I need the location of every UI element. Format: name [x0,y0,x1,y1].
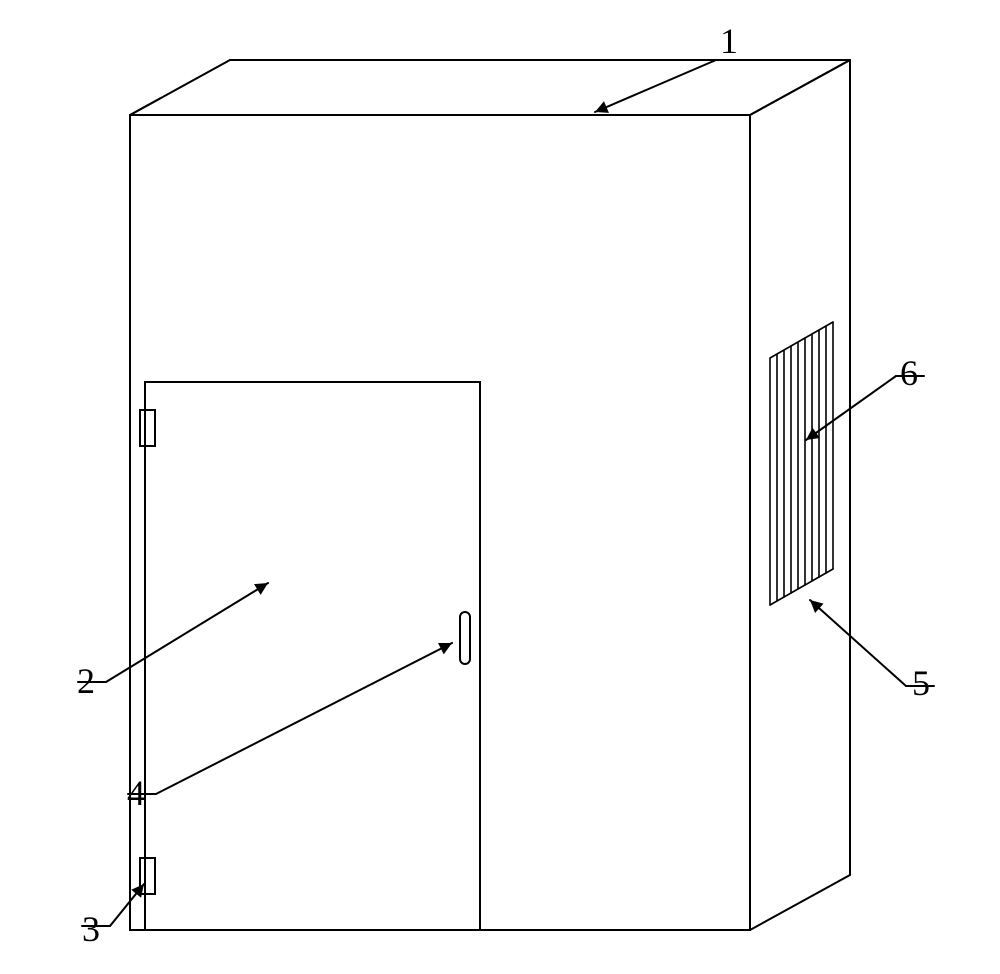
hinge-top [140,410,155,446]
callout-label-4: 4 [127,772,145,814]
door-handle [460,612,470,664]
technical-drawing [0,0,1000,974]
door [145,382,480,930]
cabinet-front [130,115,750,930]
callout-label-1: 1 [720,20,738,62]
callout-label-2: 2 [77,660,95,702]
callout-label-6: 6 [900,352,918,394]
callout-label-5: 5 [912,662,930,704]
callout-label-3: 3 [82,908,100,950]
